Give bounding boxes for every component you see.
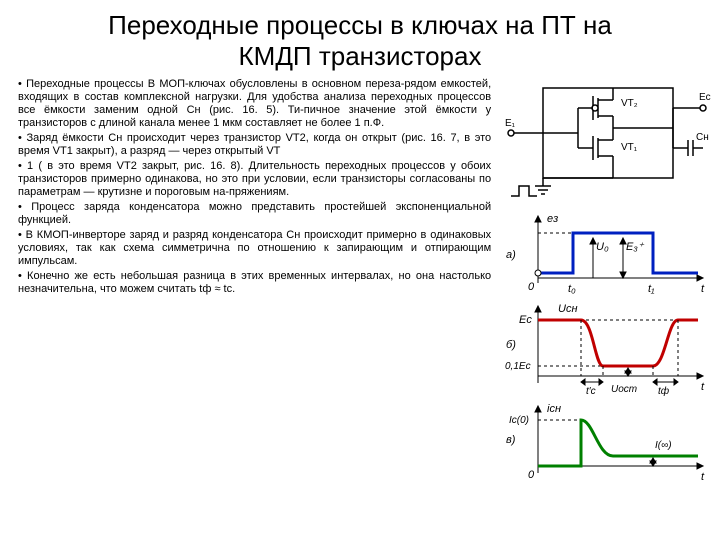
curve-b bbox=[538, 320, 698, 366]
lbl-Uoct: Uост bbox=[611, 384, 637, 395]
lbl-Ec: Eс bbox=[699, 92, 711, 103]
circuit-diagram: E₁ Eс VT₁ VT₂ Cн bbox=[503, 78, 713, 208]
lbl-VT1: VT₁ bbox=[621, 142, 638, 153]
slide-title: Переходные процессы в ключах на ПТ на КМ… bbox=[0, 0, 720, 78]
para-3: Процесс заряда конденсатора можно предст… bbox=[18, 201, 491, 227]
lbl-Ic0: Iс(0) bbox=[509, 415, 529, 426]
lbl-Ecb: Eс bbox=[519, 314, 532, 326]
lbl-tf: tф bbox=[658, 385, 670, 397]
plot-b: б) Uсн Eс 0,1Eс Uост t′с tф t bbox=[503, 298, 713, 398]
lbl-c: в) bbox=[506, 434, 516, 446]
curve-a bbox=[538, 233, 698, 273]
lbl-0c: 0 bbox=[528, 469, 535, 481]
lbl-low: 0,1Eс bbox=[505, 361, 531, 372]
lbl-ta: t bbox=[701, 283, 705, 295]
figures-column: E₁ Eс VT₁ VT₂ Cн bbox=[499, 78, 720, 488]
lbl-t1: t₁ bbox=[648, 283, 655, 295]
title-line2: КМДП транзисторах bbox=[239, 41, 482, 71]
title-line1: Переходные процессы в ключах на ПТ на bbox=[108, 10, 612, 40]
lbl-E1: E₁ bbox=[505, 118, 516, 129]
lbl-tc2: t bbox=[701, 471, 705, 483]
lbl-VT2: VT₂ bbox=[621, 98, 638, 109]
lbl-ez: eз bbox=[547, 213, 558, 225]
lbl-Iinf: I(∞) bbox=[655, 440, 672, 451]
curve-c bbox=[538, 420, 698, 466]
lbl-E3: E₃⁺ bbox=[626, 241, 645, 253]
lbl-tc: t′с bbox=[586, 386, 596, 397]
lbl-U0: U₀ bbox=[596, 241, 609, 253]
plot-c: в) iсн Iс(0) I(∞) t 0 bbox=[503, 398, 713, 488]
plot-a: а) eз U₀ E₃⁺ t₀ t₁ t 0 bbox=[503, 208, 713, 298]
lbl-a: а) bbox=[506, 249, 516, 261]
lbl-tb: t bbox=[701, 381, 705, 393]
para-1: Заряд ёмкости Сн происходит через транзи… bbox=[18, 132, 491, 158]
para-0: Переходные процессы В МОП-ключах обуслов… bbox=[18, 78, 491, 130]
lbl-icn: iсн bbox=[547, 403, 561, 415]
lbl-0a: 0 bbox=[528, 281, 535, 293]
para-2: 1 ( в это время VT2 закрыт, рис. 16. 8).… bbox=[18, 160, 491, 199]
lbl-Ucn: Uсн bbox=[558, 303, 578, 315]
para-5: Конечно же есть небольшая разница в этих… bbox=[18, 270, 491, 296]
lbl-b: б) bbox=[506, 339, 516, 351]
para-4: В КМОП-инверторе заряд и разряд конденса… bbox=[18, 229, 491, 268]
lbl-Ch: Cн bbox=[696, 132, 709, 143]
body-text: Переходные процессы В МОП-ключах обуслов… bbox=[0, 78, 499, 488]
lbl-t0: t₀ bbox=[568, 283, 576, 295]
